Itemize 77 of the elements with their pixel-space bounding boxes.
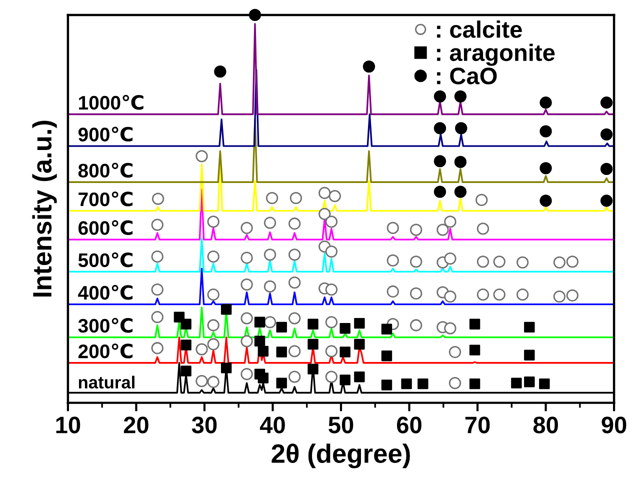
point — [381, 324, 392, 334]
point — [248, 8, 262, 22]
point — [340, 346, 350, 358]
point — [469, 318, 480, 330]
series-label: 1000℃ — [79, 94, 144, 110]
point — [539, 378, 550, 390]
series-label: 900℃ — [78, 126, 133, 142]
point — [381, 380, 392, 390]
point — [220, 362, 232, 374]
point — [308, 364, 318, 374]
point — [340, 323, 350, 334]
point — [524, 376, 535, 388]
point — [469, 344, 480, 356]
point — [276, 346, 287, 358]
series-label: 700℃ — [78, 191, 133, 206]
point — [418, 378, 428, 390]
point — [362, 60, 376, 73]
point — [469, 378, 480, 390]
point — [600, 128, 613, 141]
point — [180, 318, 192, 330]
x-tick-label: 50 — [328, 416, 354, 434]
point — [454, 186, 467, 198]
point — [524, 322, 535, 333]
point — [381, 350, 392, 362]
series-label: 400℃ — [78, 284, 133, 300]
y-axis-title: Intensity (a.u.) — [32, 120, 57, 297]
legend-label: : aragonite — [437, 44, 555, 66]
x-axis-title: 2θ (degree) — [272, 444, 410, 468]
point — [354, 318, 365, 329]
point — [454, 156, 467, 168]
point — [180, 340, 192, 350]
x-tick-label: 30 — [192, 416, 217, 434]
point — [276, 322, 287, 333]
point — [540, 125, 552, 138]
point — [180, 366, 192, 376]
point — [254, 336, 266, 347]
x-tick-label: 60 — [396, 416, 422, 434]
point — [220, 304, 232, 315]
point — [308, 318, 318, 330]
point — [354, 371, 365, 382]
point — [511, 378, 522, 388]
point — [276, 378, 287, 388]
point — [308, 338, 318, 350]
point — [600, 194, 613, 207]
series-label: natural — [78, 376, 134, 389]
point — [434, 122, 446, 134]
x-tick-label: 20 — [124, 416, 148, 434]
point — [524, 350, 535, 360]
point — [540, 162, 552, 174]
x-tick-label: 40 — [260, 416, 285, 434]
point — [540, 96, 552, 109]
x-tick-label: 10 — [56, 416, 80, 434]
legend-label: : calcite — [437, 20, 522, 38]
point — [258, 372, 269, 384]
point — [434, 155, 446, 168]
x-tick-label: 80 — [533, 416, 558, 434]
series-label: 600℃ — [78, 220, 133, 236]
legend-label: : CaO — [437, 68, 497, 84]
point — [600, 162, 613, 176]
point — [254, 316, 266, 328]
x-tick-label: 70 — [465, 416, 490, 434]
point — [454, 90, 467, 102]
series-label: 800℃ — [78, 162, 133, 178]
point — [354, 338, 365, 350]
point — [455, 122, 468, 134]
point — [600, 96, 613, 109]
point — [434, 90, 446, 102]
point — [214, 66, 226, 78]
x-tick-label: 90 — [602, 416, 626, 434]
point — [434, 186, 446, 198]
series-label: 500℃ — [78, 252, 133, 268]
series-label: 300℃ — [78, 318, 133, 333]
point — [401, 378, 412, 390]
point — [540, 194, 552, 207]
series-label: 200℃ — [78, 344, 133, 358]
point — [258, 346, 269, 357]
point — [340, 374, 350, 386]
